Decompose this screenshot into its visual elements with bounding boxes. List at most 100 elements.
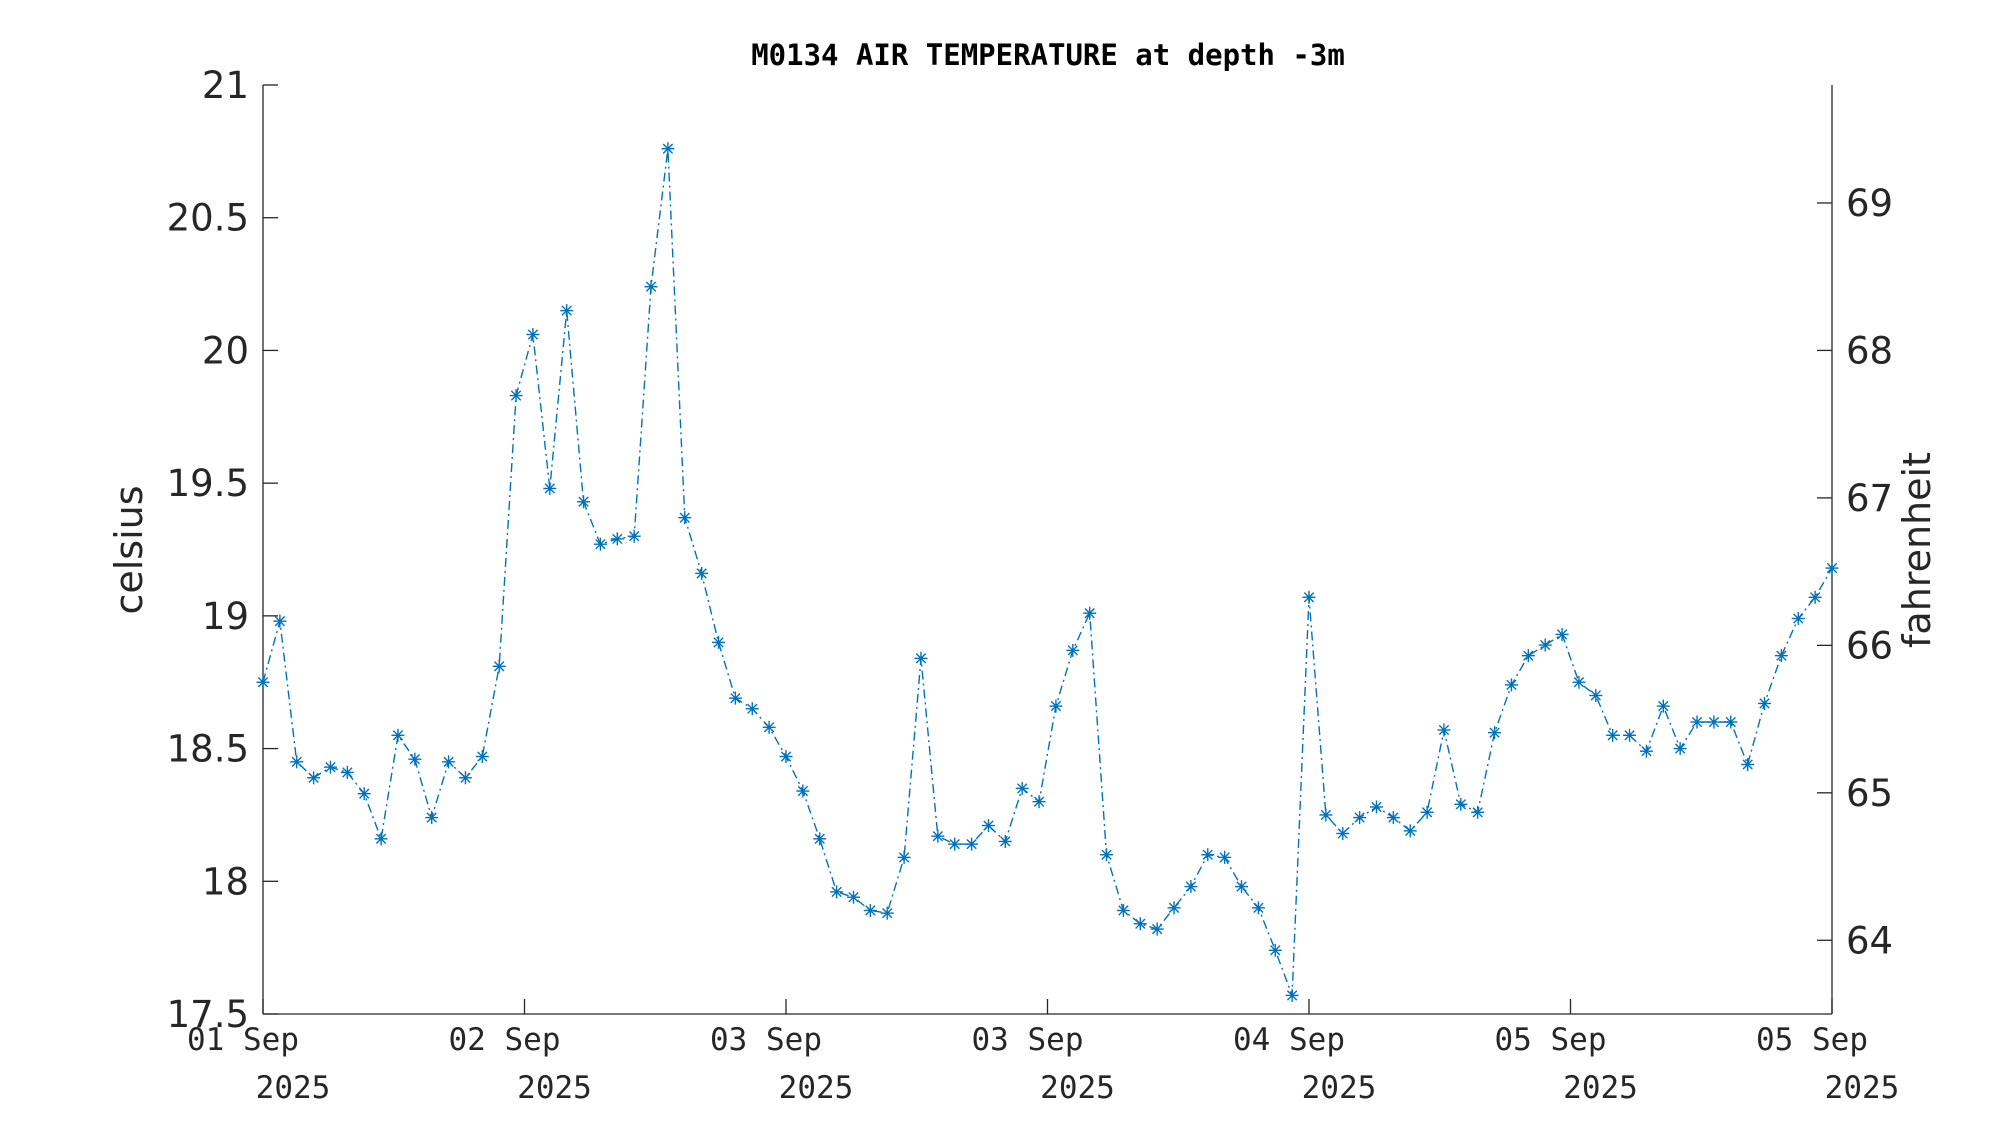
data-point: [1201, 848, 1215, 862]
y-right-tick-label: 67: [1846, 477, 1893, 520]
data-point: [1774, 649, 1788, 663]
y-tick-label: 17.5: [167, 993, 249, 1036]
data-point: [391, 728, 405, 742]
data-point: [880, 906, 894, 920]
data-point: [745, 702, 759, 716]
data-point: [323, 760, 337, 774]
x-tick-label-year: 2025: [1040, 1070, 1115, 1106]
data-point: [1589, 688, 1603, 702]
data-point: [290, 755, 304, 769]
data-point: [1403, 824, 1417, 838]
data-point: [846, 890, 860, 904]
data-point: [340, 765, 354, 779]
data-point: [981, 819, 995, 833]
data-point: [1454, 797, 1468, 811]
data-point: [560, 304, 574, 318]
data-point: [1302, 590, 1316, 604]
data-point: [357, 787, 371, 801]
data-point: [273, 614, 287, 628]
data-point: [1319, 808, 1333, 822]
y-tick-label: 19.5: [167, 462, 249, 505]
y-tick-label: 19: [202, 595, 249, 638]
y-tick-label: 20: [202, 329, 249, 372]
y-tick-label: 18.5: [167, 728, 249, 771]
x-tick-label-year: 2025: [517, 1070, 592, 1106]
y-tick-label: 20.5: [167, 197, 249, 240]
data-point: [931, 829, 945, 843]
data-point: [374, 832, 388, 846]
data-point: [914, 651, 928, 665]
data-point: [1218, 850, 1232, 864]
data-point: [1235, 880, 1249, 894]
x-tick-label-date: 05 Sep: [1495, 1022, 1607, 1058]
x-tick-label-date: 02 Sep: [449, 1022, 561, 1058]
y-tick-label: 21: [202, 64, 249, 107]
data-point: [1049, 699, 1063, 713]
data-point: [1741, 757, 1755, 771]
data-point: [1825, 561, 1839, 575]
data-point: [779, 750, 793, 764]
data-point: [965, 837, 979, 851]
data-point: [762, 720, 776, 734]
x-tick-label-year: 2025: [256, 1070, 331, 1106]
data-point: [1150, 922, 1164, 936]
y-right-tick-label: 66: [1846, 624, 1893, 667]
data-point: [475, 750, 489, 764]
data-point: [1116, 903, 1130, 917]
data-point: [442, 755, 456, 769]
data-point: [1251, 901, 1265, 915]
y-right-tick-label: 65: [1846, 772, 1893, 815]
x-tick-label-year: 2025: [1825, 1070, 1900, 1106]
data-point: [256, 675, 270, 689]
x-tick-label-date: 05 Sep: [1756, 1022, 1868, 1058]
data-point: [1673, 742, 1687, 756]
data-point: [1606, 728, 1620, 742]
data-point: [627, 529, 641, 543]
data-point: [593, 537, 607, 551]
data-point: [1437, 723, 1451, 737]
x-tick-label-date: 01 Sep: [187, 1022, 299, 1058]
data-point: [1420, 805, 1434, 819]
data-point: [1791, 612, 1805, 626]
data-point: [1268, 943, 1282, 957]
data-point: [1690, 715, 1704, 729]
data-point: [1471, 805, 1485, 819]
data-point: [1336, 827, 1350, 841]
data-point: [1758, 696, 1772, 710]
y-axis-label-right: fahrenheit: [1895, 452, 1939, 648]
data-point: [1521, 649, 1535, 663]
data-point: [1386, 811, 1400, 825]
data-point: [1167, 901, 1181, 915]
data-point: [1066, 643, 1080, 657]
series-layer: [256, 142, 1839, 1002]
chart-title: M0134 AIR TEMPERATURE at depth -3m: [751, 38, 1345, 72]
data-point: [610, 532, 624, 546]
x-tick-label-year: 2025: [1563, 1070, 1638, 1106]
data-point: [796, 784, 810, 798]
data-point: [1656, 699, 1670, 713]
data-point: [1639, 744, 1653, 758]
plot-area: [262, 85, 1833, 1015]
data-point: [644, 280, 658, 294]
data-point: [1808, 590, 1822, 604]
y-axis-left: 17.5 18 18.5 19 19.5 20 20.5 21: [167, 64, 278, 1036]
data-point: [1504, 678, 1518, 692]
x-tick-label-date: 04 Sep: [1233, 1022, 1345, 1058]
data-point: [1353, 811, 1367, 825]
data-point: [1623, 728, 1637, 742]
y-tick-label: 18: [202, 860, 249, 903]
data-point: [1184, 880, 1198, 894]
y-right-tick-label: 64: [1846, 919, 1893, 962]
data-point: [728, 691, 742, 705]
data-point: [1133, 917, 1147, 931]
data-point: [712, 635, 726, 649]
data-point: [425, 811, 439, 825]
data-point: [1032, 795, 1046, 809]
data-point: [1572, 675, 1586, 689]
data-point: [948, 837, 962, 851]
y-right-tick-label: 68: [1846, 329, 1893, 372]
data-point: [1285, 988, 1299, 1002]
data-point: [408, 752, 422, 766]
data-point: [813, 832, 827, 846]
